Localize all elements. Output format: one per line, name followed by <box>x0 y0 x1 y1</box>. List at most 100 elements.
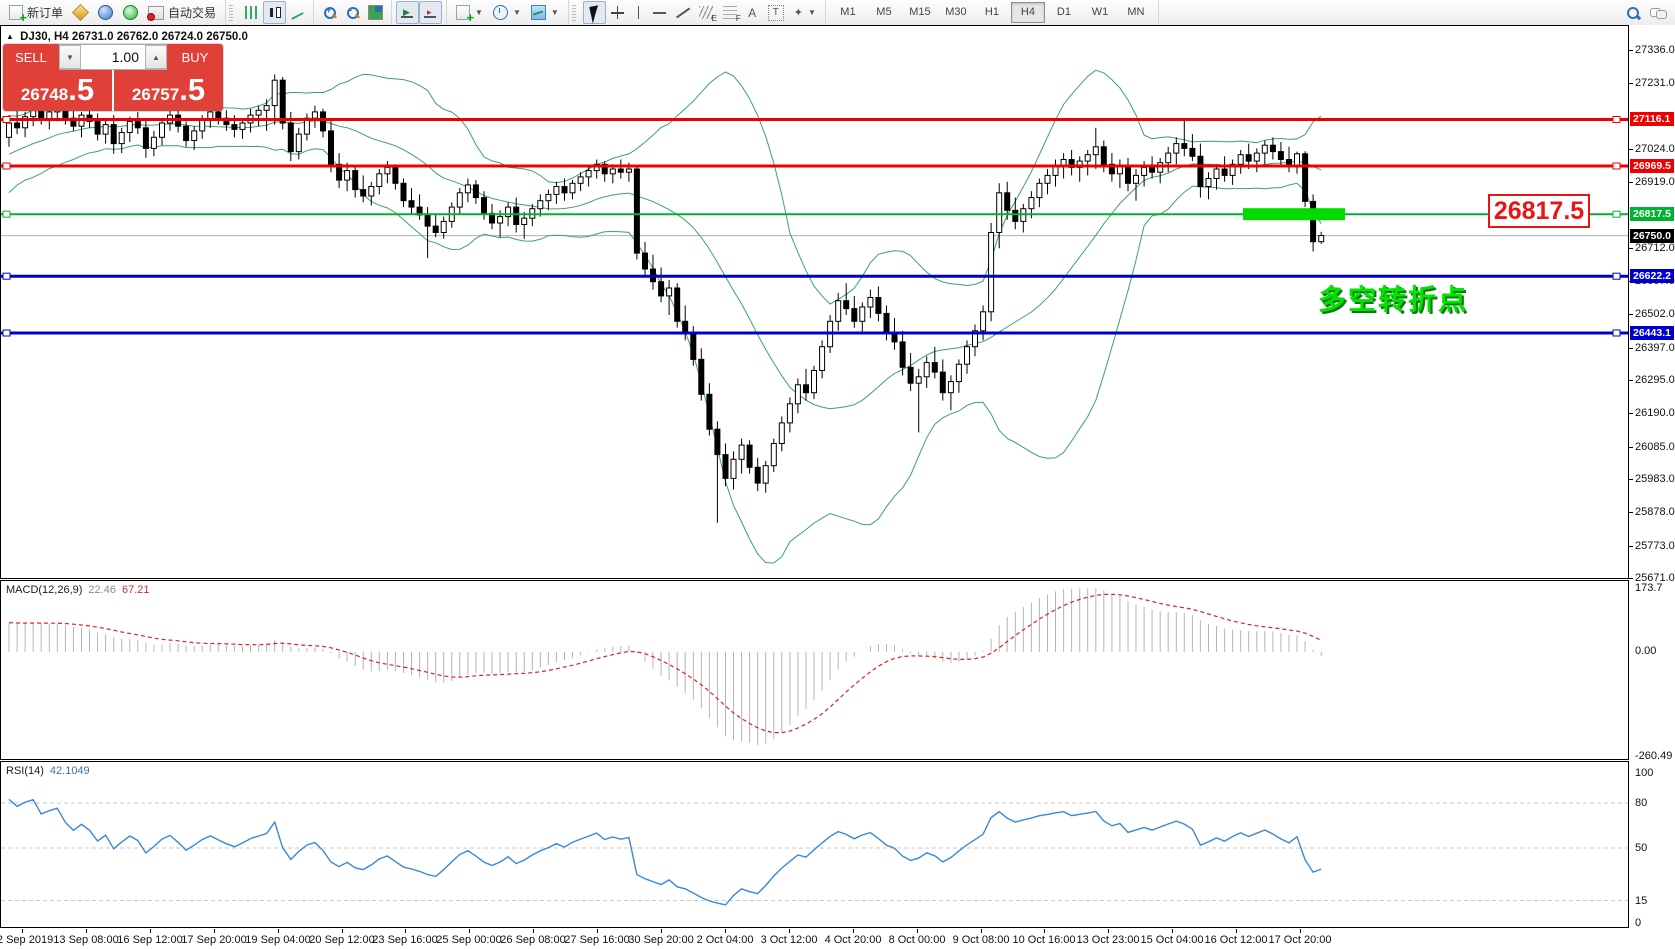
time-tick <box>1108 929 1109 933</box>
time-axis-label: 10 Oct 16:00 <box>1012 934 1076 946</box>
market-watch-button[interactable] <box>68 1 93 24</box>
search-button[interactable] <box>1621 1 1645 24</box>
text-label-tool-button[interactable]: T <box>763 1 789 24</box>
candle <box>384 166 391 175</box>
time-axis-label: 17 Sep 20:00 <box>181 934 247 946</box>
auto-scroll-button[interactable] <box>396 1 420 24</box>
timeframe-button-W1[interactable]: W1 <box>1091 6 1109 18</box>
price-tick-label: 26085.0 <box>1635 441 1675 453</box>
time-tick <box>853 929 854 933</box>
vertical-line-tool-button[interactable] <box>629 1 648 24</box>
time-axis-label: 19 Sep 04:00 <box>245 934 311 946</box>
timeframe-button-H1[interactable]: H1 <box>984 6 999 18</box>
candle <box>819 346 826 372</box>
templates-button[interactable]: ▼ <box>526 1 564 24</box>
indicators-button[interactable]: ▼ <box>451 1 488 25</box>
time-tick <box>917 929 918 933</box>
market-watch-icon <box>72 4 90 21</box>
candle <box>1237 154 1244 165</box>
timeframe-button-D1[interactable]: D1 <box>1056 6 1071 18</box>
new-order-button[interactable]: 新订单 <box>4 1 68 25</box>
periods-button[interactable]: ▼ <box>488 1 526 24</box>
price-tick-label: 27336.0 <box>1635 44 1675 56</box>
timeframe-button-M5[interactable]: M5 <box>876 6 892 18</box>
cursor-tool-button[interactable] <box>582 1 606 24</box>
candle <box>931 362 938 373</box>
signals-button[interactable] <box>118 1 143 24</box>
candle <box>191 130 198 142</box>
candle <box>835 300 842 322</box>
timeframe-button-M30[interactable]: M30 <box>945 6 967 18</box>
chart-annotation-text[interactable]: 多空转折点 <box>1318 284 1469 315</box>
price-callout-box[interactable]: 26817.5 <box>1488 194 1590 228</box>
arrows-tool-button[interactable]: ✦ ▼ <box>789 1 821 24</box>
candle <box>545 193 552 202</box>
buy-price-main: 26757 <box>131 85 180 104</box>
auto-trading-icon <box>147 5 165 21</box>
tile-windows-button[interactable] <box>364 1 387 24</box>
chat-button[interactable] <box>1645 1 1671 24</box>
price-tick-label: 25983.0 <box>1635 473 1675 485</box>
text-tool-button[interactable]: A <box>742 1 763 24</box>
buy-button[interactable]: BUY <box>167 44 223 70</box>
timeframe-button-M15[interactable]: M15 <box>909 6 931 18</box>
toolbar-group-right <box>1617 0 1675 25</box>
volume-decrease-button[interactable]: ▼ <box>59 45 81 69</box>
candle <box>1269 144 1276 153</box>
price-chart-panel[interactable] <box>0 25 1629 579</box>
sell-price[interactable]: 26748 .5 <box>3 70 112 111</box>
volume-value[interactable]: 1.00 <box>111 49 139 65</box>
timeframe-button-M1[interactable]: M1 <box>840 6 856 18</box>
horizontal-line-icon <box>652 6 666 19</box>
chart-shift-button[interactable] <box>419 1 443 24</box>
collapse-triangle-icon[interactable]: ▲ <box>6 32 14 41</box>
horizontal-line-tool-button[interactable] <box>648 1 671 24</box>
time-axis-label: 17 Oct 20:00 <box>1268 934 1332 946</box>
chart-close-value: 26750.0 <box>206 31 248 43</box>
timeframe-button-MN[interactable]: MN <box>1127 6 1145 18</box>
channel-tool-button[interactable] <box>694 1 718 24</box>
candle <box>1141 166 1148 176</box>
search-icon <box>1626 6 1640 20</box>
candle <box>505 206 512 218</box>
zoom-in-button[interactable]: + <box>318 1 341 24</box>
one-click-trading-panel: SELL ▼ 1.00 ▲ BUY 26748 .5 26757 .5 <box>3 44 223 111</box>
periods-icon <box>492 5 508 20</box>
volume-increase-button[interactable]: ▲ <box>145 45 167 69</box>
candle <box>376 173 383 188</box>
candle <box>698 358 705 395</box>
rsi-axis-label: 0 <box>1635 917 1642 929</box>
trendline-tool-button[interactable] <box>671 1 694 24</box>
chart-title: ▲ DJ30, H4 26731.0 26762.0 26724.0 26750… <box>6 31 248 43</box>
strategy-tester-button[interactable] <box>93 1 118 24</box>
time-axis-label: 30 Sep 20:00 <box>628 934 694 946</box>
crosshair-tool-button[interactable] <box>606 1 629 24</box>
timeframe-button-H4[interactable]: H4 <box>1010 2 1045 23</box>
volume-stepper: ▼ 1.00 ▲ <box>59 44 167 70</box>
candle <box>118 132 125 145</box>
rsi-panel[interactable]: RSI(14) 42.1049 <box>0 761 1629 928</box>
candle <box>464 184 471 194</box>
candle <box>955 363 962 383</box>
sell-button[interactable]: SELL <box>3 44 59 70</box>
price-tick <box>1629 447 1633 448</box>
macd-panel[interactable]: MACD(12,26,9) 22.46 67.21 <box>0 580 1629 760</box>
candlestick-chart-button[interactable] <box>263 1 287 24</box>
candle <box>263 105 270 111</box>
buy-price[interactable]: 26757 .5 <box>114 70 223 111</box>
macd-label: MACD(12,26,9) 22.46 67.21 <box>6 584 150 596</box>
time-tick <box>597 929 598 933</box>
zoom-out-button[interactable]: - <box>341 1 364 24</box>
auto-trading-button[interactable]: 自动交易 <box>143 1 221 24</box>
price-tick-label: 25671.0 <box>1635 572 1675 584</box>
candle <box>642 252 648 270</box>
sell-price-main: 26748 <box>20 85 69 104</box>
time-tick <box>1172 929 1173 933</box>
time-tick <box>661 929 662 933</box>
candle <box>497 216 504 224</box>
bar-chart-button[interactable] <box>240 1 263 24</box>
fibonacci-tool-button[interactable] <box>718 1 742 24</box>
line-chart-button[interactable] <box>286 1 309 24</box>
candle <box>360 189 367 197</box>
price-axis: 27336.027231.027024.026919.026712.026607… <box>1629 25 1675 929</box>
